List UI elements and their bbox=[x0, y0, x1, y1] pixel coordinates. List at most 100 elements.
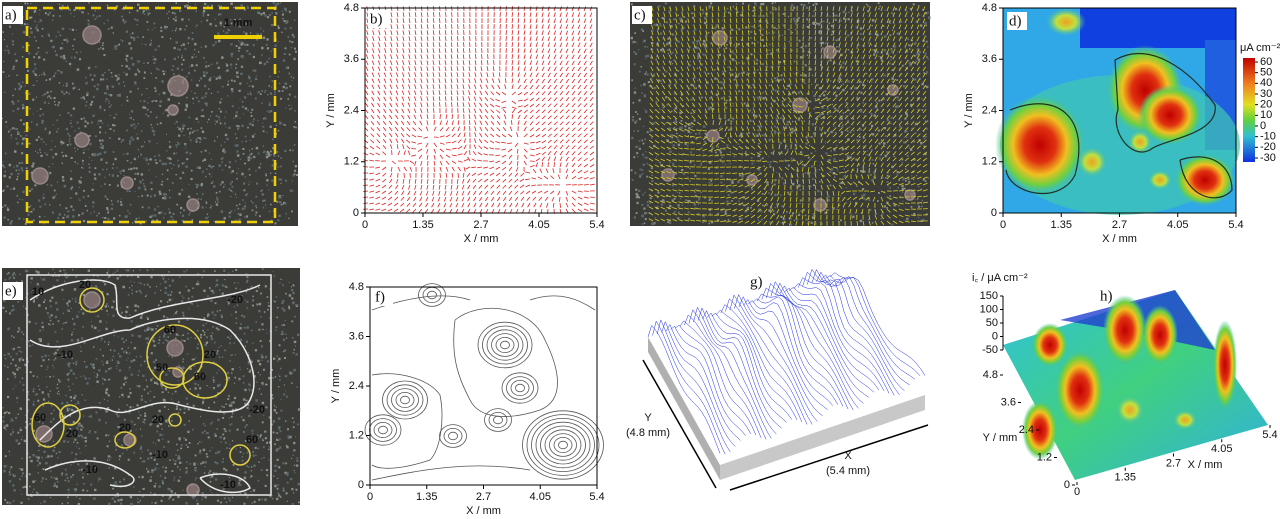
y-tick-label: 3.6 bbox=[349, 330, 364, 342]
pit bbox=[813, 198, 827, 212]
y-axis-label: Y / mm bbox=[330, 369, 342, 404]
x-tick-label: 5.4 bbox=[1262, 429, 1277, 441]
side-face bbox=[648, 337, 720, 480]
panel-label: h) bbox=[1100, 288, 1113, 304]
contour-line bbox=[453, 307, 558, 417]
surface-mesh bbox=[647, 268, 926, 455]
z-tick-label: 100 bbox=[980, 303, 998, 315]
x-tick-label: 1.35 bbox=[416, 491, 437, 503]
contour-label: 50 bbox=[156, 362, 168, 374]
y-tick-label: 0 bbox=[358, 479, 364, 491]
y-tick-label: 0 bbox=[991, 207, 997, 219]
vector-field bbox=[363, 6, 595, 214]
contour-label: 20 bbox=[79, 279, 91, 291]
side-face bbox=[720, 395, 925, 480]
contour-line bbox=[486, 329, 524, 361]
micrograph-texture bbox=[2, 268, 301, 506]
scale-bar-label: 1 mm bbox=[224, 17, 253, 29]
surface-peak bbox=[1116, 396, 1144, 424]
contour-line bbox=[378, 425, 388, 435]
y-axis-label: Y / mm bbox=[963, 93, 975, 128]
map-blob bbox=[995, 95, 1085, 195]
pit bbox=[887, 84, 899, 96]
y-tick-label: 1.2 bbox=[1037, 451, 1052, 463]
pit bbox=[792, 97, 808, 113]
panel-label-box bbox=[3, 282, 23, 300]
x-tick-label: 5.4 bbox=[589, 219, 604, 231]
micrograph-texture bbox=[630, 2, 929, 225]
map-blob bbox=[1138, 85, 1202, 145]
contour-line bbox=[59, 404, 81, 426]
pit bbox=[35, 425, 53, 443]
contour-line bbox=[79, 287, 105, 313]
contour-line bbox=[526, 414, 600, 476]
contour-label: 20 bbox=[119, 422, 131, 434]
contour-line bbox=[439, 424, 467, 448]
pit bbox=[712, 30, 728, 46]
contour-line bbox=[510, 379, 530, 396]
x-tick-label: 4.05 bbox=[1167, 219, 1188, 231]
panel-label-box bbox=[373, 288, 393, 306]
colorbar bbox=[1243, 58, 1255, 162]
contour-line bbox=[1005, 103, 1080, 195]
y-tick-label: 3.6 bbox=[1001, 396, 1016, 408]
contour-line bbox=[418, 283, 446, 307]
pit bbox=[186, 483, 200, 497]
x-axis-label: X / mm bbox=[1188, 459, 1223, 471]
map-blob bbox=[1175, 154, 1235, 206]
contour-line bbox=[477, 321, 533, 369]
map-blob bbox=[1077, 147, 1107, 177]
contour-label: -10 bbox=[220, 479, 236, 491]
contour-line bbox=[491, 333, 519, 357]
contour-line bbox=[182, 361, 228, 399]
contour-line bbox=[529, 295, 596, 311]
pit bbox=[31, 167, 49, 185]
contour-line bbox=[1179, 156, 1233, 199]
z-tick-label: -50 bbox=[982, 344, 998, 356]
panel-label: a) bbox=[5, 7, 17, 23]
pit bbox=[120, 176, 134, 190]
x-tick-label: 4.05 bbox=[530, 491, 551, 503]
micrograph-texture bbox=[2, 268, 301, 506]
contour-line bbox=[373, 421, 393, 438]
scan-area bbox=[26, 274, 272, 496]
colorbar-tick-label: -10 bbox=[1260, 131, 1276, 143]
micrograph-texture bbox=[2, 2, 297, 225]
contour-label: 60 bbox=[34, 412, 46, 424]
contour-line bbox=[371, 465, 531, 481]
y-tick-label: 1.2 bbox=[349, 429, 364, 441]
x-tick-label: 1.35 bbox=[1051, 219, 1072, 231]
contour-line bbox=[553, 436, 573, 453]
panel-label-box bbox=[1007, 12, 1027, 30]
contour-line bbox=[549, 433, 577, 457]
contour-label: 20 bbox=[204, 349, 216, 361]
y-tick-label: 4.8 bbox=[344, 2, 359, 14]
contour-line bbox=[371, 373, 443, 469]
panel-label: e) bbox=[5, 283, 17, 299]
contour-line bbox=[544, 429, 582, 461]
colorbar-tick-label: 20 bbox=[1260, 99, 1272, 111]
pit bbox=[823, 45, 837, 59]
contour-line bbox=[29, 317, 255, 441]
panel-label: d) bbox=[1009, 13, 1022, 29]
contour-label: -10 bbox=[152, 449, 168, 461]
contour-line bbox=[515, 383, 525, 393]
panel-label-box bbox=[3, 6, 23, 24]
surface-peak bbox=[1022, 400, 1058, 460]
map-blob bbox=[1046, 8, 1086, 36]
x-tick-label: 5.4 bbox=[589, 491, 604, 503]
contour-line bbox=[400, 395, 410, 405]
colorbar-tick-label: -20 bbox=[1260, 141, 1276, 153]
pit bbox=[172, 366, 184, 378]
y-axis-label: Y / mm bbox=[325, 93, 337, 128]
contour-label: 60 bbox=[246, 434, 258, 446]
z-tick-label: 0 bbox=[992, 330, 998, 342]
pit bbox=[83, 291, 101, 309]
surface-peak bbox=[1055, 350, 1105, 430]
contour-label: 60 bbox=[164, 324, 176, 336]
contour-line bbox=[500, 340, 510, 350]
x-tick-label: 0 bbox=[1000, 219, 1006, 231]
pit bbox=[186, 198, 200, 212]
contour-line bbox=[31, 402, 65, 448]
